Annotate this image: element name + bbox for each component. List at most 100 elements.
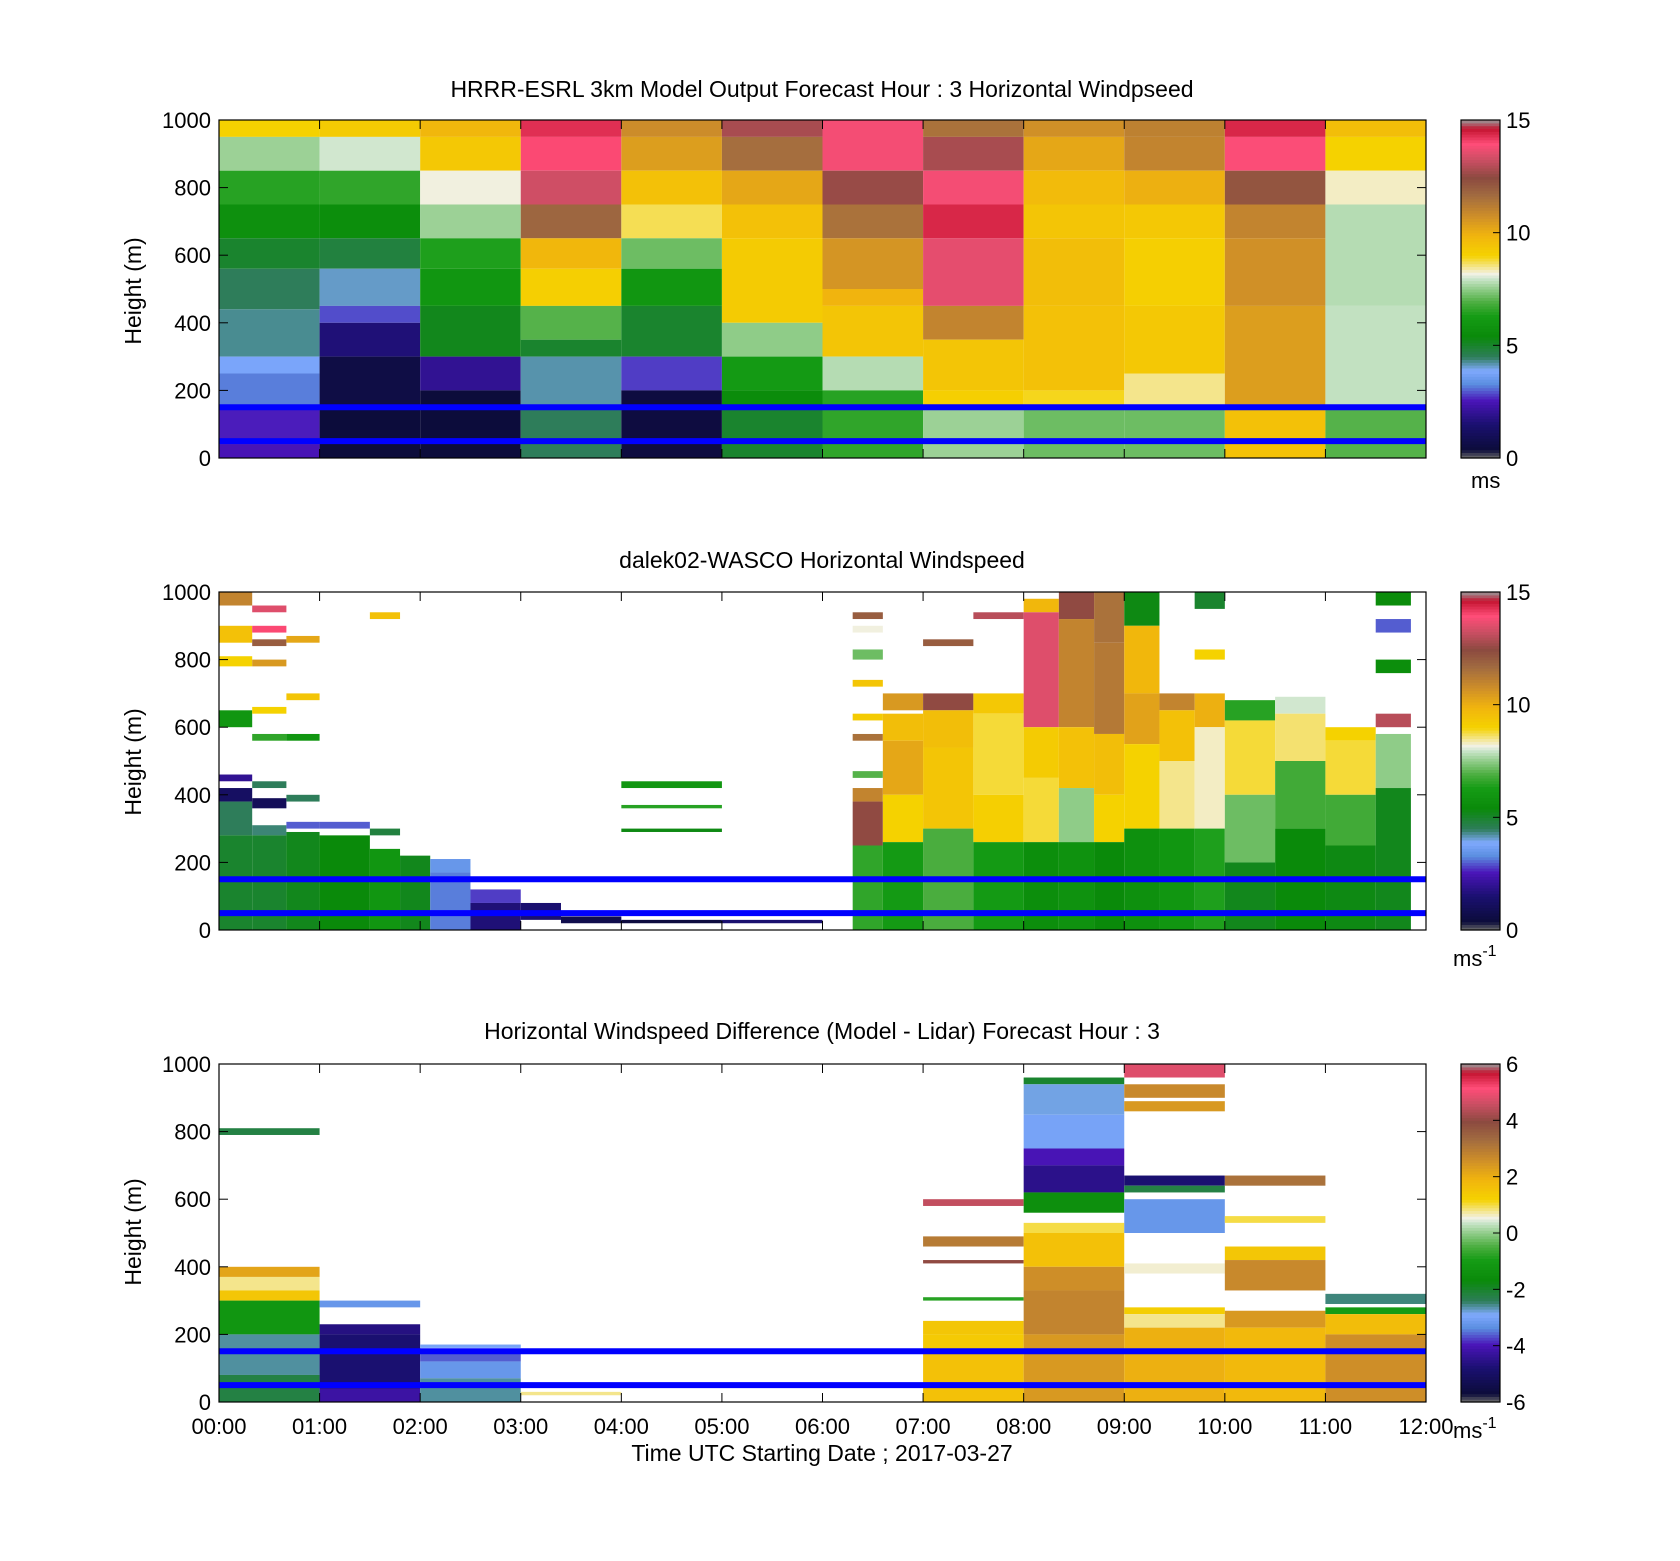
- colorbar-segment: [1461, 201, 1500, 206]
- colorbar-segment: [1461, 1286, 1500, 1290]
- colorbar-segment: [1461, 243, 1500, 248]
- colorbar-segment: [1461, 803, 1500, 807]
- colorbar-segment: [1461, 746, 1500, 751]
- colorbar-segment: [1461, 128, 1500, 132]
- heatmap-cell: [420, 1378, 521, 1402]
- heatmap-cell: [1325, 740, 1376, 795]
- colorbar-segment: [1461, 904, 1500, 909]
- heatmap-cell: [1224, 862, 1276, 930]
- colorbar-segment: [1461, 1390, 1500, 1395]
- heatmap-cell: [420, 305, 521, 357]
- colorbar-segment: [1461, 1311, 1500, 1316]
- colorbar-segment: [1461, 1258, 1500, 1262]
- colorbar-segment: [1461, 455, 1500, 459]
- heatmap-cell: [973, 842, 1024, 930]
- x-tick-label: 05:00: [694, 1414, 749, 1439]
- colorbar-segment: [1461, 159, 1500, 163]
- heatmap-cell: [1124, 1199, 1225, 1233]
- heatmap-cell: [1094, 642, 1125, 734]
- colorbar-segment: [1461, 1103, 1500, 1107]
- y-tick-label: 600: [174, 715, 211, 740]
- colorbar-segment: [1461, 1086, 1500, 1090]
- heatmap-cell: [219, 1374, 320, 1402]
- heatmap-cell: [1023, 390, 1125, 408]
- heatmap-cell: [1124, 625, 1160, 694]
- heatmap-cell: [852, 713, 883, 721]
- colorbar-tick-label: -6: [1506, 1390, 1526, 1415]
- heatmap-cell: [1124, 1084, 1225, 1098]
- colorbar-segment: [1461, 744, 1500, 748]
- heatmap-cell: [1224, 305, 1326, 408]
- colorbar-segment: [1461, 331, 1500, 335]
- heatmap-cell: [219, 788, 253, 802]
- heatmap-cell: [923, 1320, 1024, 1335]
- colorbar-segment: [1461, 693, 1500, 697]
- colorbar-segment: [1461, 218, 1500, 222]
- panel-difference-colorbar: -6 -4 -2 0 2 4 6: [1460, 1052, 1526, 1415]
- heatmap-cell: [219, 592, 253, 606]
- heatmap-cell: [369, 828, 401, 836]
- colorbar-segment: [1461, 899, 1500, 903]
- colorbar-segment: [1461, 1230, 1500, 1234]
- colorbar-segment: [1461, 184, 1500, 189]
- heatmap-cell: [369, 612, 401, 620]
- colorbar-segment: [1461, 235, 1500, 239]
- heatmap-cell: [219, 801, 253, 836]
- colorbar-segment: [1461, 179, 1500, 183]
- heatmap-cell: [1224, 700, 1276, 721]
- heatmap-cell: [721, 322, 823, 357]
- colorbar-segment: [1461, 927, 1500, 931]
- colorbar-segment: [1461, 1204, 1500, 1209]
- colorbar-segment: [1461, 258, 1500, 262]
- colorbar-segment: [1461, 808, 1500, 813]
- panel-difference-plot: 0 200 400 600 800 1000 00:00 01:00 02:00 03:00 04:…: [162, 1052, 1453, 1439]
- heatmap-cell: [1325, 305, 1426, 408]
- heatmap-cell: [1124, 136, 1225, 171]
- colorbar-segment: [1461, 752, 1500, 756]
- colorbar-segment: [1461, 870, 1500, 875]
- heatmap-cell: [219, 1334, 320, 1375]
- panel-difference-xlabel: Time UTC Starting Date ; 2017-03-27: [631, 1440, 1012, 1466]
- heatmap-cell: [1023, 170, 1125, 205]
- colorbar-segment: [1461, 721, 1500, 725]
- colorbar-segment: [1461, 910, 1500, 914]
- colorbar-segment: [1461, 263, 1500, 268]
- colorbar-segment: [1461, 1278, 1500, 1282]
- colorbar-segment: [1461, 311, 1500, 315]
- colorbar-segment: [1461, 1266, 1500, 1271]
- colorbar-segment: [1461, 1128, 1500, 1133]
- heatmap-cell: [973, 693, 1024, 714]
- heatmap-cell: [1159, 710, 1195, 761]
- colorbar-segment: [1461, 730, 1500, 734]
- colorbar-segment: [1461, 441, 1500, 445]
- colorbar-segment: [1461, 887, 1500, 892]
- heatmap-cell: [1023, 1165, 1125, 1193]
- heatmap-cell: [319, 268, 421, 306]
- colorbar-segment: [1461, 156, 1500, 161]
- colorbar-segment: [1461, 232, 1500, 237]
- colorbar-segment: [1461, 696, 1500, 700]
- colorbar-segment: [1461, 1151, 1500, 1155]
- heatmap-cell: [1058, 619, 1095, 728]
- colorbar-segment: [1461, 1263, 1500, 1268]
- colorbar-segment: [1461, 1213, 1500, 1217]
- colorbar-segment: [1461, 359, 1500, 363]
- heatmap-cell: [822, 204, 924, 239]
- colorbar-segment: [1461, 193, 1500, 197]
- colorbar-segment: [1461, 1120, 1500, 1124]
- panel-lidar-plot: 0 200 400 600 800 1000: [162, 580, 1427, 943]
- colorbar-segment: [1461, 365, 1500, 369]
- colorbar-segment: [1461, 814, 1500, 818]
- colorbar-segment: [1461, 277, 1500, 282]
- colorbar-segment: [1461, 424, 1500, 428]
- colorbar-segment: [1461, 187, 1500, 192]
- colorbar-segment: [1461, 1365, 1500, 1369]
- heatmap-cell: [286, 693, 320, 701]
- colorbar-segment: [1461, 727, 1500, 731]
- heatmap-cell: [852, 612, 883, 620]
- colorbar-segment: [1461, 862, 1500, 866]
- colorbar-segment: [1461, 1261, 1500, 1265]
- heatmap-cell: [286, 794, 320, 802]
- colorbar-segment: [1461, 328, 1500, 332]
- heatmap-cell: [319, 407, 421, 458]
